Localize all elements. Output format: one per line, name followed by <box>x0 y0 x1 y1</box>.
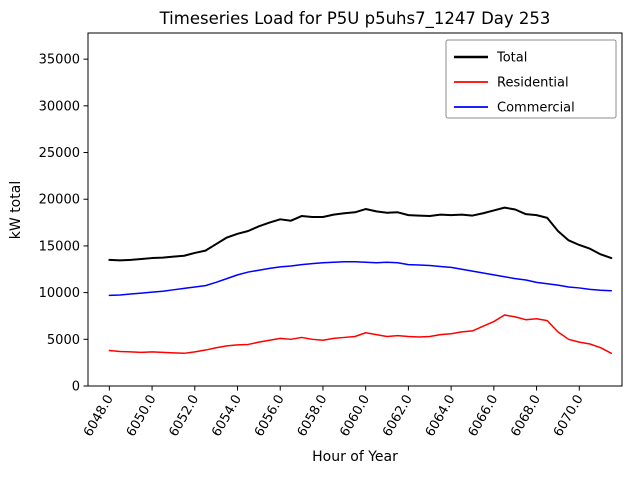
chart-title: Timeseries Load for P5U p5uhs7_1247 Day … <box>159 9 551 29</box>
series-line-total <box>108 206 613 262</box>
series-line-residential <box>108 314 613 355</box>
legend-label-residential: Residential <box>497 76 569 91</box>
x-tick-label: 6062.0 <box>380 393 416 440</box>
x-tick-label: 6058.0 <box>295 393 331 440</box>
legend-entry-total: Total <box>454 51 527 66</box>
y-tick-label: 10000 <box>39 286 80 301</box>
y-axis-label: kW total <box>8 181 24 239</box>
series-line-commercial <box>108 261 613 297</box>
y-tick-label: 20000 <box>39 193 80 208</box>
y-tick-label: 0 <box>72 380 80 395</box>
legend-box <box>445 39 617 119</box>
legend-label-total: Total <box>496 51 527 66</box>
x-tick-label: 6070.0 <box>551 393 587 440</box>
y-tick-label: 5000 <box>47 333 80 348</box>
legend-entry-commercial: Commercial <box>454 101 575 116</box>
x-tick-label: 6050.0 <box>124 393 160 440</box>
legend: Total Residential Commercial <box>445 39 617 119</box>
x-tick-label: 6060.0 <box>337 393 373 440</box>
x-tick-label: 6048.0 <box>81 393 117 440</box>
x-tick-label: 6068.0 <box>508 393 544 440</box>
x-tick-label: 6056.0 <box>252 393 288 440</box>
legend-entry-residential: Residential <box>454 76 569 91</box>
x-tick-label: 6054.0 <box>209 393 245 440</box>
axes-frame <box>87 32 623 387</box>
x-tick-label: 6066.0 <box>466 393 502 440</box>
y-tick-label: 15000 <box>39 239 80 254</box>
x-tick-label: 6052.0 <box>167 393 203 440</box>
x-axis-label: Hour of Year <box>312 449 398 465</box>
y-tick-label: 35000 <box>39 53 80 68</box>
x-tick-label: 6064.0 <box>423 393 459 440</box>
legend-label-commercial: Commercial <box>497 101 575 116</box>
y-tick-label: 25000 <box>39 146 80 161</box>
y-tick-label: 30000 <box>39 99 80 114</box>
